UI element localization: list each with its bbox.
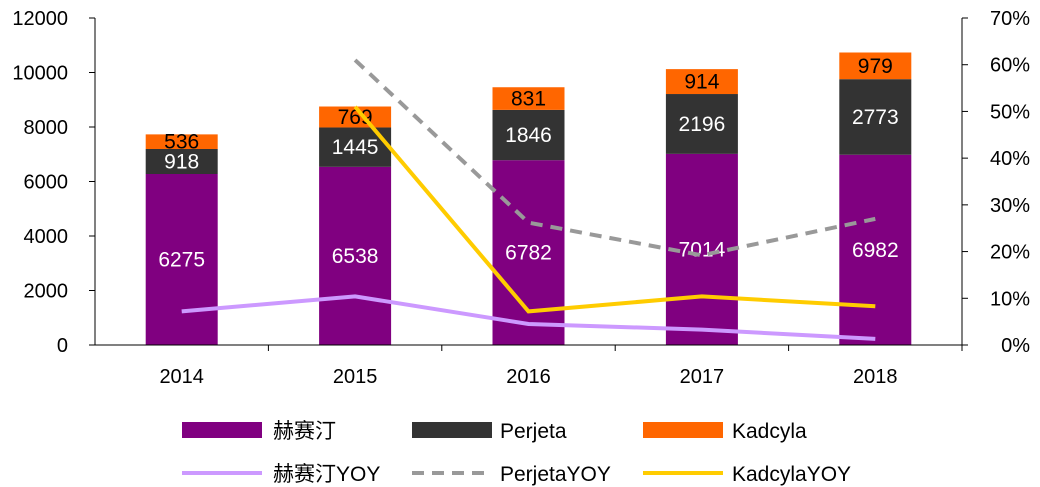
bar-Kadcyla-2018 [839, 52, 912, 80]
bar-赫赛汀-2014 [145, 174, 218, 345]
bar-label-Perjeta-2014: 918 [164, 150, 199, 173]
line-KadcylaYOY [353, 105, 876, 314]
x-tick-label: 2015 [333, 366, 378, 388]
right-tick-label: 20% [990, 242, 1030, 264]
bar-label-赫赛汀-2017: 7014 [679, 238, 726, 261]
left-tick-label: 6000 [24, 172, 69, 194]
legend-label-赫赛汀: 赫赛汀 [273, 420, 336, 443]
legend-swatch-赫赛汀 [182, 422, 262, 438]
right-tick-label: 70% [990, 8, 1030, 30]
bar-label-赫赛汀-2015: 6538 [332, 245, 379, 268]
left-tick-label: 12000 [12, 8, 68, 30]
x-tick-label: 2017 [680, 366, 725, 388]
bar-Perjeta-2018 [839, 79, 912, 155]
bar-label-Kadcyla-2017: 914 [684, 71, 719, 94]
line-赫赛汀YOY [181, 294, 876, 341]
legend-label-赫赛汀YOY: 赫赛汀YOY [273, 463, 380, 486]
bar-label-赫赛汀-2018: 6982 [852, 239, 899, 262]
bar-赫赛汀-2018 [839, 154, 912, 345]
legend: 赫赛汀 Perjeta Kadcyla 赫赛汀YOY PerjetaYOY Kadcyla… [182, 420, 851, 486]
axes: 0 2000 4000 6000 8000 10000 12000 0% 10% 20% 30% 40… [12, 8, 1030, 388]
x-tick-label: 2014 [159, 366, 204, 388]
bar-Perjeta-2014 [145, 148, 218, 175]
legend-label-Kadcyla: Kadcyla [732, 420, 807, 443]
right-tick-label: 30% [990, 195, 1030, 217]
right-tick-label: 40% [990, 148, 1030, 170]
bar-label-Perjeta-2016: 1846 [505, 124, 552, 147]
legend-swatch-Perjeta [412, 422, 492, 438]
bar-Perjeta-2017 [665, 94, 738, 154]
bar-label-Kadcyla-2016: 831 [511, 88, 546, 111]
bar-Perjeta-2016 [492, 109, 565, 161]
legend-label-Perjeta: Perjeta [500, 420, 567, 443]
bar-label-赫赛汀-2014: 6275 [158, 249, 205, 272]
bar-Kadcyla-2017 [665, 69, 738, 95]
bar-label-Kadcyla-2018: 979 [858, 55, 893, 78]
x-tick-label: 2018 [853, 366, 898, 388]
x-tick-label: 2016 [506, 366, 551, 388]
bar-label-赫赛汀-2016: 6782 [505, 242, 552, 265]
bar-label-Perjeta-2017: 2196 [679, 113, 726, 136]
left-tick-label: 10000 [12, 63, 68, 85]
left-tick-label: 2000 [24, 281, 69, 303]
left-tick-label: 4000 [24, 226, 69, 248]
bar-label-Kadcyla-2014: 536 [164, 131, 199, 154]
left-tick-label: 0 [57, 335, 68, 357]
bar-label-Kadcyla-2015: 769 [338, 106, 373, 129]
right-tick-label: 0% [1001, 335, 1030, 357]
bar-Kadcyla-2014 [145, 134, 218, 149]
right-tick-label: 50% [990, 101, 1030, 123]
bar-赫赛汀-2015 [319, 166, 392, 345]
legend-swatch-Kadcyla [643, 422, 723, 438]
bar-label-Perjeta-2018: 2773 [852, 106, 899, 129]
bar-layer [145, 52, 912, 345]
yoy-line-layer [181, 58, 876, 341]
right-tick-label: 60% [990, 55, 1030, 77]
left-tick-label: 8000 [24, 117, 69, 139]
line-PerjetaYOY [353, 58, 876, 258]
bar-Kadcyla-2015 [319, 106, 392, 128]
bar-赫赛汀-2016 [492, 160, 565, 345]
legend-label-PerjetaYOY: PerjetaYOY [500, 463, 611, 486]
legend-label-KadcylaYOY: KadcylaYOY [732, 463, 851, 486]
bar-Kadcyla-2016 [492, 87, 565, 110]
right-tick-label: 10% [990, 288, 1030, 310]
bar-label-Perjeta-2015: 1445 [332, 136, 379, 159]
